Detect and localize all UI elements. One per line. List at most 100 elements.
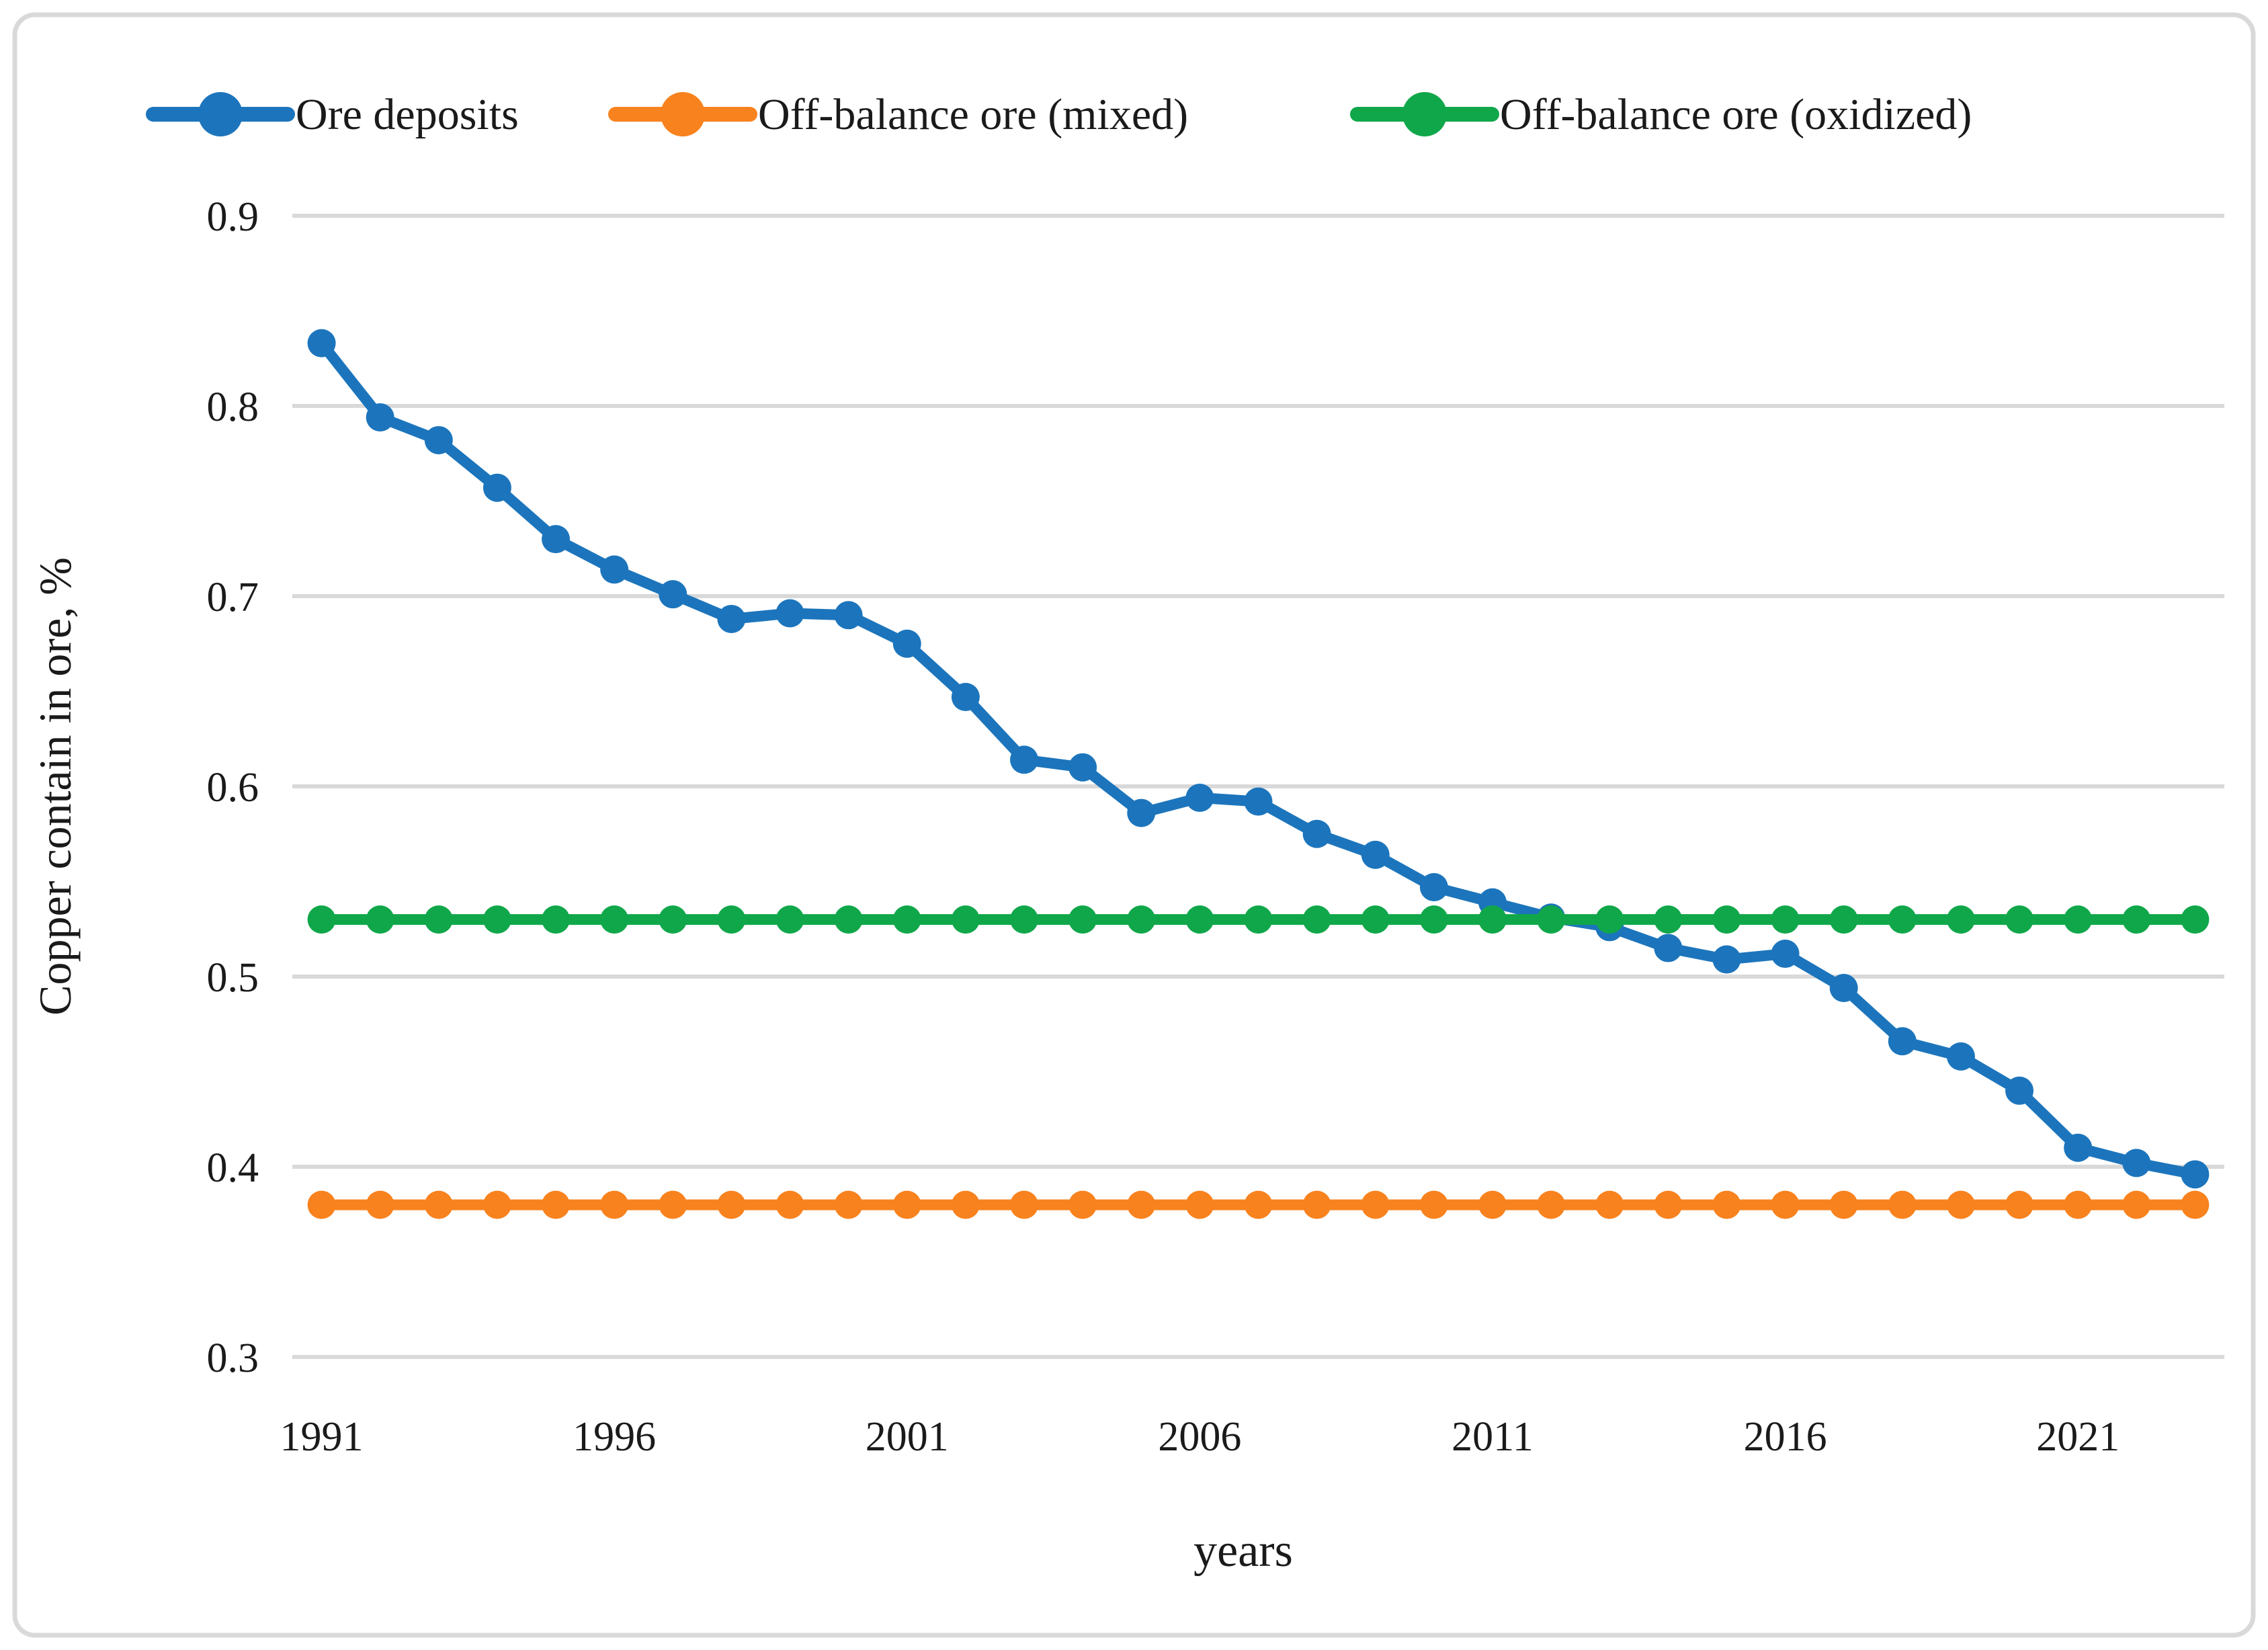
- data-point-off-balance-ore-mixed-1996: [600, 1190, 629, 1219]
- legend-item-off-balance-ore-oxidized: Off-balance ore (oxidized): [1350, 90, 1972, 139]
- gridlines-group: [292, 214, 2224, 1359]
- data-point-off-balance-ore-oxidized-2023: [2181, 905, 2210, 934]
- data-point-ore-deposits-2015: [1712, 945, 1741, 974]
- legend-label-off-balance-ore-oxidized: Off-balance ore (oxidized): [1500, 90, 1972, 139]
- data-point-off-balance-ore-oxidized-2021: [2064, 905, 2093, 934]
- data-point-off-balance-ore-oxidized-1994: [482, 905, 511, 934]
- data-point-off-balance-ore-oxidized-2019: [1946, 905, 1975, 934]
- data-point-off-balance-ore-mixed-2007: [1244, 1190, 1273, 1219]
- x-axis-tick-labels: 1991 1996 2001 2006 2011 2016 2021: [280, 1414, 2120, 1460]
- data-point-off-balance-ore-oxidized-2013: [1595, 905, 1624, 934]
- data-point-off-balance-ore-mixed-2015: [1712, 1190, 1741, 1219]
- data-point-ore-deposits-2019: [1946, 1042, 1975, 1071]
- data-point-ore-deposits-1995: [542, 525, 571, 554]
- x-tick-label-2006: 2006: [1158, 1414, 1241, 1460]
- y-tick-label-0.7: 0.7: [207, 575, 259, 620]
- data-point-ore-deposits-1994: [482, 473, 511, 502]
- data-point-off-balance-ore-mixed-2000: [834, 1190, 863, 1219]
- x-tick-label-2001: 2001: [866, 1414, 949, 1460]
- data-point-ore-deposits-2020: [2005, 1076, 2034, 1105]
- data-point-off-balance-ore-oxidized-1992: [366, 905, 394, 934]
- data-point-off-balance-ore-mixed-1999: [775, 1190, 804, 1219]
- data-point-ore-deposits-2017: [1829, 973, 1858, 1002]
- data-point-off-balance-ore-mixed-2009: [1361, 1190, 1390, 1219]
- data-point-off-balance-ore-mixed-1997: [659, 1190, 687, 1219]
- data-point-off-balance-ore-oxidized-1997: [659, 905, 687, 934]
- data-point-ore-deposits-2009: [1361, 840, 1390, 869]
- data-point-ore-deposits-1996: [600, 555, 629, 584]
- legend-item-ore-deposits: Ore deposits: [146, 90, 519, 139]
- data-point-off-balance-ore-oxidized-2018: [1888, 905, 1917, 934]
- data-point-ore-deposits-2023: [2181, 1160, 2210, 1189]
- data-point-off-balance-ore-oxidized-2011: [1478, 905, 1507, 934]
- data-point-off-balance-ore-oxidized-2003: [1010, 905, 1039, 934]
- legend-marker-dot-off-balance-ore-oxidized: [1402, 92, 1447, 136]
- data-point-off-balance-ore-oxidized-1993: [424, 905, 453, 934]
- data-point-off-balance-ore-mixed-2012: [1537, 1190, 1566, 1219]
- data-point-ore-deposits-2006: [1185, 783, 1214, 812]
- data-point-off-balance-ore-oxidized-2000: [834, 905, 863, 934]
- data-point-off-balance-ore-mixed-2022: [2122, 1190, 2151, 1219]
- y-tick-label-0.3: 0.3: [207, 1335, 259, 1381]
- data-point-off-balance-ore-mixed-2018: [1888, 1190, 1917, 1219]
- y-tick-label-0.8: 0.8: [207, 384, 259, 430]
- data-point-off-balance-ore-oxidized-1999: [775, 905, 804, 934]
- data-point-ore-deposits-2005: [1127, 798, 1156, 827]
- data-point-off-balance-ore-mixed-2011: [1478, 1190, 1507, 1219]
- data-point-off-balance-ore-mixed-1993: [424, 1190, 453, 1219]
- x-tick-label-1996: 1996: [573, 1414, 656, 1460]
- series-off-balance-ore-mixed: [307, 1190, 2210, 1219]
- x-tick-label-2011: 2011: [1452, 1414, 1534, 1460]
- series-line-ore-deposits: [316, 337, 2201, 1180]
- data-point-off-balance-ore-mixed-2019: [1946, 1190, 1975, 1219]
- series-ore-deposits: [307, 329, 2210, 1189]
- data-point-off-balance-ore-oxidized-1996: [600, 905, 629, 934]
- data-point-off-balance-ore-mixed-2016: [1771, 1190, 1800, 1219]
- data-point-off-balance-ore-oxidized-2017: [1829, 905, 1858, 934]
- series-group: [307, 329, 2210, 1219]
- data-point-ore-deposits-2004: [1068, 753, 1097, 782]
- y-axis-tick-labels: 0.9 0.8 0.7 0.6 0.5 0.4 0.3: [207, 194, 259, 1381]
- data-point-off-balance-ore-oxidized-2016: [1771, 905, 1800, 934]
- data-point-off-balance-ore-mixed-2006: [1185, 1190, 1214, 1219]
- series-off-balance-ore-oxidized: [307, 905, 2210, 934]
- data-point-ore-deposits-2008: [1302, 819, 1331, 848]
- data-point-off-balance-ore-mixed-2010: [1419, 1190, 1448, 1219]
- data-point-off-balance-ore-mixed-1998: [717, 1190, 746, 1219]
- y-tick-label-0.9: 0.9: [207, 194, 259, 240]
- data-point-ore-deposits-2016: [1771, 940, 1800, 968]
- legend-item-off-balance-ore-mixed: Off-balance ore (mixed): [608, 90, 1188, 139]
- data-point-off-balance-ore-oxidized-1998: [717, 905, 746, 934]
- x-axis-title: years: [1193, 1525, 1293, 1577]
- data-point-off-balance-ore-mixed-2021: [2064, 1190, 2093, 1219]
- data-point-ore-deposits-2003: [1010, 745, 1039, 774]
- data-point-off-balance-ore-mixed-2008: [1302, 1190, 1331, 1219]
- data-point-ore-deposits-1997: [659, 580, 687, 609]
- data-point-off-balance-ore-mixed-2005: [1127, 1190, 1156, 1219]
- data-point-off-balance-ore-mixed-2013: [1595, 1190, 1624, 1219]
- data-point-off-balance-ore-oxidized-1991: [307, 905, 336, 934]
- x-tick-label-2016: 2016: [1744, 1414, 1827, 1460]
- data-point-ore-deposits-2018: [1888, 1027, 1917, 1056]
- legend-marker-dot-off-balance-ore-mixed: [661, 92, 705, 136]
- legend-label-off-balance-ore-mixed: Off-balance ore (mixed): [758, 90, 1188, 139]
- legend-marker-dot-ore-deposits: [198, 92, 243, 136]
- data-point-ore-deposits-2010: [1419, 872, 1448, 901]
- data-point-off-balance-ore-mixed-1995: [542, 1190, 571, 1219]
- data-point-off-balance-ore-oxidized-2014: [1654, 905, 1683, 934]
- data-point-ore-deposits-2002: [951, 682, 980, 711]
- data-point-off-balance-ore-oxidized-1995: [542, 905, 571, 934]
- y-tick-label-0.4: 0.4: [207, 1145, 259, 1191]
- data-point-ore-deposits-2022: [2122, 1149, 2151, 1178]
- y-axis-title: Copper contain in ore, %: [30, 557, 81, 1016]
- data-point-off-balance-ore-mixed-1991: [307, 1190, 336, 1219]
- data-point-off-balance-ore-oxidized-2022: [2122, 905, 2151, 934]
- chart-border: [12, 12, 2256, 1638]
- data-point-off-balance-ore-mixed-2023: [2181, 1190, 2210, 1219]
- data-point-off-balance-ore-oxidized-2015: [1712, 905, 1741, 934]
- x-tick-label-1991: 1991: [280, 1414, 364, 1460]
- legend-label-ore-deposits: Ore deposits: [296, 90, 519, 139]
- data-point-off-balance-ore-mixed-2003: [1010, 1190, 1039, 1219]
